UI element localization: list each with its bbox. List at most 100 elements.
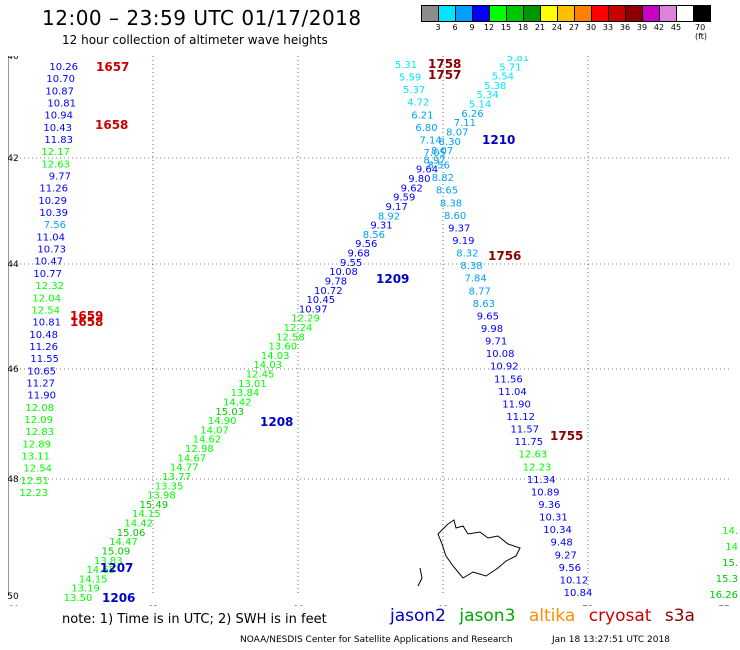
- longitude-label: 75: [719, 605, 730, 606]
- wave-height-value: 10.12: [560, 575, 589, 586]
- wave-height-value: 8.97: [423, 155, 445, 166]
- legend-jason3: jason3: [459, 606, 516, 626]
- wave-height-value: 12.04: [32, 293, 61, 304]
- wave-height-value: 14.67: [177, 453, 206, 464]
- wave-height-value: 11.90: [502, 399, 531, 410]
- wave-height-value: 6.21: [411, 110, 433, 121]
- wave-height-value: 8.38: [460, 261, 482, 272]
- pass-time-label: 1210: [482, 133, 515, 147]
- wave-height-value: 11.90: [27, 391, 56, 402]
- colorbar-label: 36: [619, 23, 631, 32]
- wave-height-value: 14.07: [200, 425, 229, 436]
- wave-height-value: 11.12: [506, 412, 535, 423]
- wave-height-value: 7.56: [44, 220, 66, 231]
- wave-height-value: 8.30: [439, 137, 461, 148]
- wave-height-value: 9.48: [550, 538, 572, 549]
- wave-height-value: 11.83: [44, 135, 73, 146]
- wave-height-value: 11.57: [510, 425, 539, 436]
- colorbar-label: 33: [602, 23, 614, 32]
- wave-height-value: 10.70: [46, 74, 75, 85]
- wave-height-value: 9.19: [452, 236, 474, 247]
- colorbar-label: 24: [551, 23, 563, 32]
- wave-height-value: 8.07: [431, 146, 453, 157]
- wave-height-value: 8.60: [444, 211, 466, 222]
- colorbar-swatch: [473, 6, 490, 21]
- wave-height-value: 11.75: [515, 437, 544, 448]
- lat-lon-grid: [8, 56, 730, 596]
- wave-height-value: 14.03: [253, 360, 282, 371]
- wave-height-value: 11.26: [39, 184, 68, 195]
- pass-time-label: 1208: [260, 415, 293, 429]
- wave-height-value: 15.09: [102, 546, 131, 557]
- wave-height-value: 13.35: [155, 481, 184, 492]
- wave-height-value: 12.98: [185, 444, 214, 455]
- colorbar-swatch: [558, 6, 575, 21]
- wave-height-value: 10.48: [29, 330, 58, 341]
- wave-height-value: 13.84: [231, 388, 260, 399]
- wave-height-value: 9.64: [416, 165, 438, 176]
- wave-height-value: 9.55: [340, 258, 362, 269]
- wave-height-value: 14.15: [79, 574, 108, 585]
- colorbar-label: 70 (ft): [694, 23, 708, 41]
- pass-time-label: 1758: [428, 57, 461, 71]
- wave-height-value: 14.42: [223, 397, 252, 408]
- wave-height-value: 5.14: [469, 100, 491, 111]
- footer-credit: NOAA/NESDIS Center for Satellite Applica…: [240, 635, 513, 645]
- altimeter-map: -40-42-44-46-48-50606366697275 10.2610.7…: [8, 56, 738, 606]
- longitude-label: 69: [437, 605, 449, 606]
- pass-time-label: 1658: [95, 118, 128, 132]
- wave-height-value: 8.92: [378, 211, 400, 222]
- wave-height-value: 13.01: [238, 379, 267, 390]
- wave-height-value: 10.84: [564, 588, 593, 599]
- colorbar-swatch: [541, 6, 558, 21]
- colorbar-label: 21: [534, 23, 546, 32]
- wave-height-value: 9.37: [448, 223, 470, 234]
- wave-height-value: 9.77: [49, 172, 71, 183]
- wave-height-value: 11.04: [498, 387, 527, 398]
- wave-height-value: 15.49: [140, 500, 169, 511]
- wave-height-value: 9.62: [401, 183, 423, 194]
- wave-height-value: 12.45: [246, 370, 275, 381]
- legend-cryosat: cryosat: [588, 606, 652, 626]
- wave-height-value: 12.63: [519, 450, 548, 461]
- wave-height-value: 10.77: [33, 269, 62, 280]
- wave-height-value: 14.62: [193, 435, 222, 446]
- wave-height-value: 15.06: [117, 528, 146, 539]
- pass-time-label: 1659: [70, 309, 103, 323]
- colorbar-swatch: [609, 6, 626, 21]
- kerguelen-island-outline: [437, 519, 521, 579]
- wave-height-value: 12.63: [41, 159, 70, 170]
- wave-height-value: 5.31: [395, 60, 417, 71]
- wave-height-value: 8.77: [469, 286, 491, 297]
- wave-height-value: 12.09: [24, 415, 53, 426]
- wave-height-value: 8.07: [446, 127, 468, 138]
- latitude-label: -44: [8, 260, 19, 270]
- colorbar-swatch: [422, 6, 439, 21]
- wave-height-value: 12.51: [20, 476, 49, 487]
- wave-height-value: 14: [725, 542, 738, 553]
- longitude-label: 66: [292, 605, 304, 606]
- wave-height-value: 10.97: [299, 304, 328, 315]
- wave-height-value: 13.11: [21, 451, 50, 462]
- wave-height-value: 5.34: [477, 90, 499, 101]
- wave-height-value: 14.03: [261, 351, 290, 362]
- wave-height-value: 11.55: [30, 354, 59, 365]
- wave-height-value: 9.36: [538, 500, 560, 511]
- pass-time-label: 1755: [550, 429, 583, 443]
- wave-height-value: 10.45: [306, 295, 335, 306]
- wave-height-value: 10.92: [490, 362, 519, 373]
- wave-height-value: 14.42: [124, 519, 153, 530]
- colorbar-swatch: [507, 6, 524, 21]
- colorbar-swatch: [439, 6, 456, 21]
- wave-height-value: 12.24: [284, 323, 313, 334]
- wave-height-value: 5.54: [492, 72, 514, 83]
- pass-time-label: 1206: [102, 591, 135, 605]
- wave-height-value: 7.84: [464, 274, 486, 285]
- wave-height-value: 11.27: [26, 378, 55, 389]
- colorbar-swatch: [592, 6, 609, 21]
- colorbar-label: 30: [585, 23, 597, 32]
- wave-height-value: 9.80: [408, 174, 430, 185]
- wave-height-value: 9.78: [325, 276, 347, 287]
- wave-height-value: 9.17: [385, 202, 407, 213]
- wave-height-value: 10.89: [531, 487, 560, 498]
